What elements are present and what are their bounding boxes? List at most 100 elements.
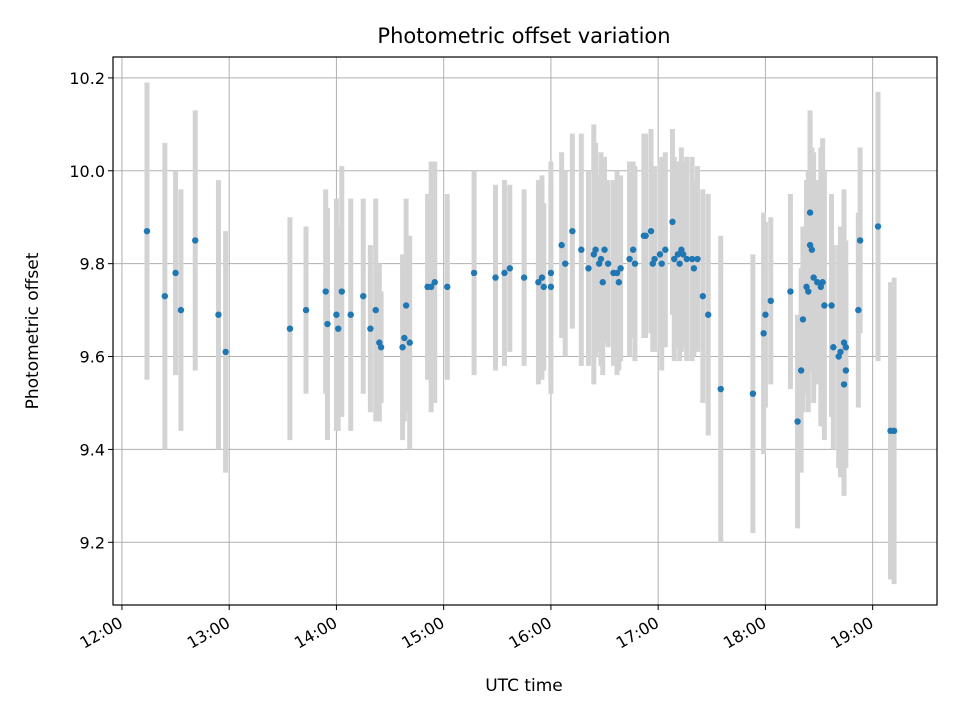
- data-point: [669, 218, 676, 226]
- x-tick-label: 18:00: [720, 613, 769, 653]
- data-point: [806, 209, 814, 216]
- data-point: [840, 381, 848, 388]
- y-axis-ticks: 9.2 9.4 9.6 9.8 10.0 10.2: [69, 69, 113, 552]
- data-point: [767, 297, 774, 305]
- data-point: [810, 274, 817, 281]
- data-point: [688, 255, 696, 263]
- data-point: [547, 283, 555, 291]
- data-point: [671, 255, 678, 263]
- data-point: [402, 302, 410, 309]
- data-point: [821, 302, 828, 309]
- data-point: [842, 367, 850, 374]
- data-point: [629, 246, 637, 253]
- data-point: [842, 344, 850, 351]
- data-point: [558, 241, 565, 249]
- data-point: [585, 265, 592, 272]
- data-point: [470, 269, 478, 277]
- data-point: [601, 246, 608, 253]
- data-point: [617, 265, 624, 272]
- data-point: [599, 279, 606, 286]
- data-point: [814, 279, 821, 286]
- data-point: [338, 288, 345, 295]
- data-point: [427, 283, 435, 291]
- plot-frame: [112, 56, 938, 606]
- data-point: [324, 320, 331, 328]
- y-tick-label: 10.2: [69, 69, 105, 88]
- x-axis-label: UTC time: [485, 676, 563, 696]
- data-point: [360, 292, 367, 300]
- data-point: [819, 279, 826, 286]
- data-point: [787, 288, 794, 295]
- y-tick-label: 10.0: [69, 162, 105, 181]
- data-point: [799, 316, 807, 323]
- data-point: [172, 269, 179, 277]
- chart-title: Photometric offset variation: [377, 24, 670, 48]
- data-point: [837, 348, 844, 356]
- data-point: [347, 311, 354, 318]
- x-tick-label: 15:00: [398, 613, 447, 653]
- data-point: [597, 255, 605, 263]
- y-tick-label: 9.2: [80, 533, 105, 552]
- data-point: [856, 237, 864, 244]
- data-point: [679, 251, 687, 258]
- data-point: [538, 274, 546, 281]
- data-point: [547, 269, 555, 277]
- data-point: [377, 344, 385, 351]
- data-point: [656, 251, 664, 258]
- data-point: [647, 227, 655, 235]
- x-axis-ticks: 12:00 13:00 14:00 15:00 16:00 17:00 18:00 19:00: [77, 605, 877, 653]
- data-point: [506, 265, 514, 272]
- y-tick-label: 9.8: [80, 255, 105, 274]
- data-point: [604, 260, 612, 267]
- data-point: [855, 306, 862, 314]
- data-point: [177, 306, 185, 314]
- x-tick-label: 13:00: [184, 613, 233, 653]
- data-point: [651, 255, 658, 263]
- data-point: [367, 325, 374, 332]
- data-point: [717, 385, 724, 393]
- data-point: [613, 269, 621, 277]
- data-point: [569, 227, 576, 235]
- y-axis-label: Photometric offset: [23, 252, 43, 409]
- data-point: [762, 311, 769, 318]
- data-point: [615, 279, 623, 286]
- data-point: [794, 418, 801, 425]
- data-point: [399, 344, 406, 351]
- x-tick-label: 17:00: [613, 613, 662, 653]
- data-point: [662, 246, 669, 253]
- data-point: [492, 274, 499, 281]
- data-point: [143, 227, 151, 235]
- data-point: [322, 288, 329, 295]
- data-point: [760, 330, 767, 337]
- data-point: [749, 390, 757, 397]
- y-tick-label: 9.4: [80, 440, 105, 459]
- data-point: [626, 255, 633, 263]
- x-tick-label: 19:00: [827, 613, 876, 653]
- data-point: [797, 367, 805, 374]
- data-point: [694, 255, 701, 263]
- data-point: [578, 246, 585, 253]
- x-tick-label: 12:00: [77, 613, 126, 653]
- data-point-series: [143, 209, 898, 435]
- data-point: [830, 344, 837, 351]
- data-point: [631, 260, 639, 267]
- data-point: [372, 306, 379, 314]
- x-tick-label: 14:00: [291, 613, 340, 653]
- data-point: [805, 288, 812, 295]
- data-point: [335, 325, 342, 332]
- data-point: [431, 279, 438, 286]
- data-point: [699, 292, 707, 300]
- data-point: [690, 265, 698, 272]
- data-point: [222, 348, 229, 356]
- y-tick-label: 9.6: [80, 348, 105, 367]
- data-point: [540, 283, 547, 291]
- data-point: [535, 279, 542, 286]
- data-point: [683, 255, 690, 263]
- data-point: [874, 223, 882, 230]
- data-point: [444, 283, 451, 291]
- data-point: [520, 274, 528, 281]
- data-point: [658, 260, 665, 267]
- data-point: [592, 246, 599, 253]
- data-point: [501, 269, 508, 277]
